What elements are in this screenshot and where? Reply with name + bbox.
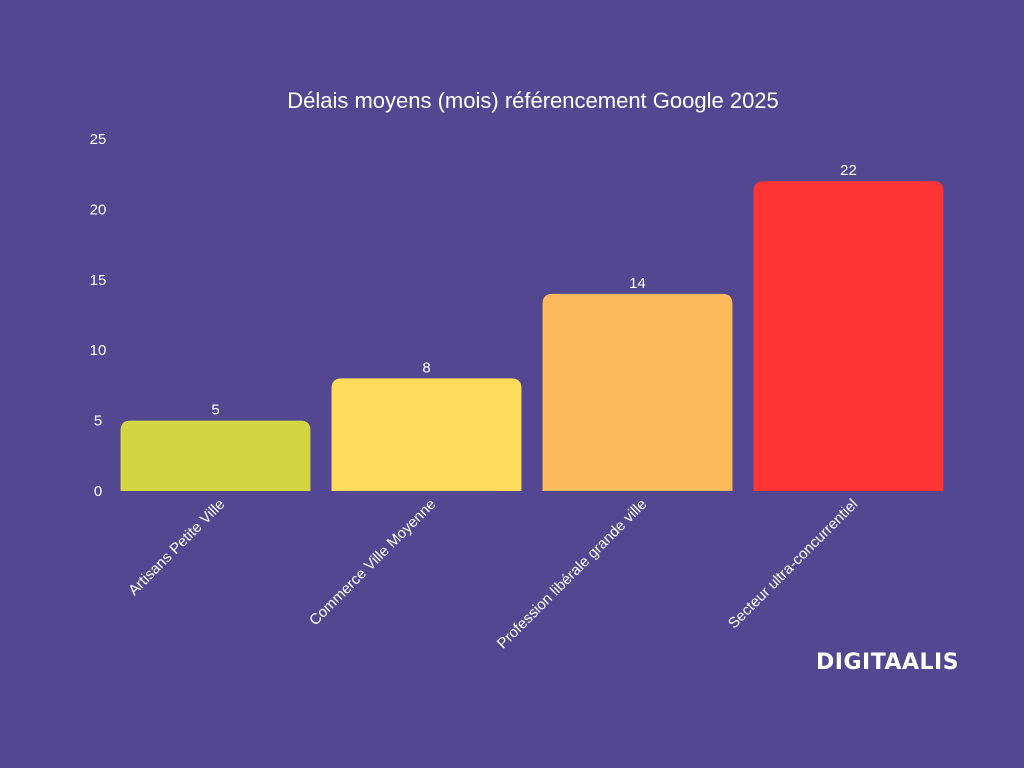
x-category-label: Profession libérale grande ville bbox=[494, 496, 650, 652]
y-tick-label: 10 bbox=[90, 342, 107, 359]
bar-value-label: 8 bbox=[422, 359, 430, 376]
bar-3 bbox=[542, 293, 733, 491]
y-tick-label: 25 bbox=[90, 131, 107, 148]
bar-2 bbox=[331, 378, 522, 491]
x-axis: Artisans Petite Ville Commerce Ville Moye… bbox=[125, 496, 861, 652]
digitaalis-logo: DIGITAALIS bbox=[816, 650, 960, 675]
y-tick-label: 15 bbox=[90, 272, 107, 289]
x-category-label: Commerce Ville Moyenne bbox=[306, 496, 439, 629]
y-tick-label: 0 bbox=[94, 483, 102, 500]
bar-4 bbox=[753, 181, 944, 492]
x-category-label: Artisans Petite Ville bbox=[125, 496, 228, 599]
value-labels-group: 5 8 14 22 bbox=[211, 162, 857, 418]
bar-value-label: 22 bbox=[840, 162, 857, 179]
y-tick-label: 20 bbox=[90, 201, 107, 218]
bar-1 bbox=[120, 420, 311, 491]
y-axis: 0 5 10 15 20 25 bbox=[90, 131, 107, 500]
x-category-label: Secteur ultra-concurrentiel bbox=[725, 496, 861, 632]
y-tick-label: 5 bbox=[94, 413, 102, 430]
bars-group bbox=[120, 181, 944, 492]
bar-value-label: 14 bbox=[629, 275, 646, 292]
bar-value-label: 5 bbox=[211, 402, 219, 419]
chart-title: Délais moyens (mois) référencement Googl… bbox=[287, 88, 779, 113]
